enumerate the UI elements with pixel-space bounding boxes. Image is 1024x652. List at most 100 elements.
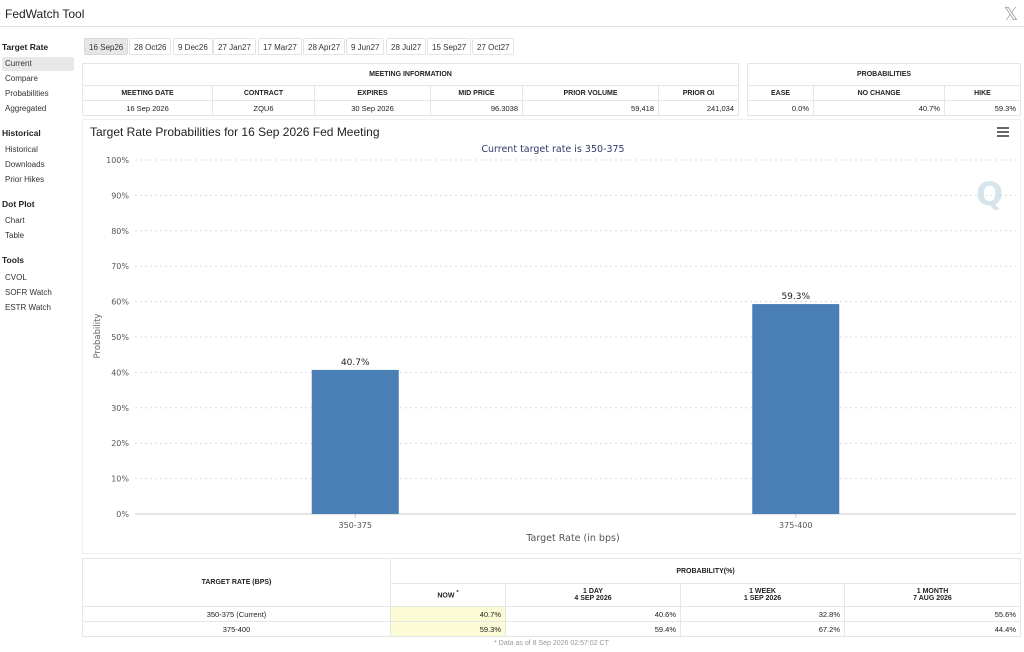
- meeting-tab[interactable]: 17 Mar27: [258, 38, 302, 55]
- column-header-now: NOW *: [390, 583, 506, 607]
- column-header-date: 1 SEP 2026: [743, 595, 782, 602]
- meeting-tab[interactable]: 16 Sep26: [84, 38, 129, 55]
- quikstrike-logo-icon: Q: [976, 175, 1004, 213]
- meeting-tab[interactable]: 27 Oct27: [472, 38, 515, 55]
- target-rate-header: TARGET RATE (BPS): [82, 558, 391, 607]
- hamburger-menu-icon[interactable]: [997, 127, 1009, 138]
- sidebar-item-probabilities[interactable]: Probabilities: [5, 89, 49, 98]
- probability-cell: 32.8%: [680, 606, 845, 622]
- column-header: HIKE: [944, 85, 1021, 101]
- probability-cell: 55.6%: [844, 606, 1021, 622]
- meeting-information-table: MEETING INFORMATION MEETING DATE CONTRAC…: [82, 63, 739, 116]
- target-rate-cell: 375-400: [82, 621, 391, 637]
- probability-cell: 59.4%: [505, 621, 681, 637]
- expires-cell: 30 Sep 2026: [314, 100, 431, 116]
- chart-title: Target Rate Probabilities for 16 Sep 202…: [90, 125, 380, 139]
- y-tick-label: 90%: [111, 191, 129, 200]
- column-header: CONTRACT: [212, 85, 315, 101]
- sidebar-item-current[interactable]: Current: [2, 57, 74, 71]
- y-tick-label: 70%: [111, 262, 129, 271]
- table-row: 350-375 (Current) 40.7% 40.6% 32.8% 55.6…: [82, 606, 1021, 622]
- column-header-date: 4 SEP 2026: [574, 595, 612, 602]
- sidebar-item-historical[interactable]: Historical: [5, 145, 38, 154]
- sidebar-item-table[interactable]: Table: [5, 231, 25, 240]
- y-axis-label: Probability: [93, 314, 103, 359]
- meeting-tab[interactable]: 9 Dec26: [173, 38, 213, 55]
- prior-volume-cell: 59,418: [522, 100, 659, 116]
- sidebar-item-cvol[interactable]: CVOL: [5, 273, 27, 282]
- x-tick-label: 375-400: [779, 521, 812, 530]
- probability-cell: 59.3%: [390, 621, 506, 637]
- probability-cell: 67.2%: [680, 621, 845, 637]
- sidebar-item-aggregated[interactable]: Aggregated: [5, 104, 47, 113]
- target-rate-cell: 350-375 (Current): [82, 606, 391, 622]
- meeting-tab[interactable]: 28 Jul27: [386, 38, 427, 55]
- hike-cell: 59.3%: [944, 100, 1021, 116]
- probability-history-table: TARGET RATE (BPS) PROBABILITY(%) NOW * 1…: [82, 558, 1021, 637]
- column-header: MID PRICE: [430, 85, 523, 101]
- probability-group-header: PROBABILITY(%): [390, 558, 1021, 584]
- sidebar-item-sofr-watch[interactable]: SOFR Watch: [5, 288, 52, 297]
- data-label: 40.7%: [341, 358, 370, 368]
- y-tick-label: 0%: [116, 510, 129, 519]
- meeting-tab[interactable]: 9 Jun27: [346, 38, 385, 55]
- x-logo-icon[interactable]: 𝕏: [1003, 4, 1019, 24]
- column-header-date: 7 AUG 2026: [913, 595, 952, 602]
- column-header-1-week: 1 WEEK 1 SEP 2026: [680, 583, 845, 607]
- sidebar-heading-target-rate: Target Rate: [2, 42, 49, 52]
- chart-container: Target Rate Probabilities for 16 Sep 202…: [82, 119, 1021, 554]
- y-tick-label: 100%: [106, 156, 129, 165]
- data-label: 59.3%: [781, 292, 810, 302]
- data-timestamp-footnote: * Data as of 8 Sep 2026 02:57:02 CT: [494, 640, 609, 647]
- column-header-label: 1 DAY: [583, 588, 603, 595]
- x-axis-label: Target Rate (in bps): [525, 533, 619, 544]
- meeting-information-heading: MEETING INFORMATION: [82, 63, 739, 86]
- probability-cell: 40.7%: [390, 606, 506, 622]
- y-tick-label: 40%: [111, 368, 129, 377]
- column-header: NO CHANGE: [813, 85, 945, 101]
- chart-svg: Current target rate is 350-375 Probabili…: [93, 144, 1016, 544]
- probability-cell: 44.4%: [844, 621, 1021, 637]
- column-header: PRIOR OI: [658, 85, 739, 101]
- column-header: EASE: [747, 85, 814, 101]
- meeting-tab[interactable]: 27 Jan27: [213, 38, 256, 55]
- y-tick-label: 50%: [111, 333, 129, 342]
- sidebar-item-prior-hikes[interactable]: Prior Hikes: [5, 175, 45, 184]
- sidebar-heading-tools: Tools: [2, 255, 25, 265]
- mid-price-cell: 96.3038: [430, 100, 523, 116]
- column-header: MEETING DATE: [82, 85, 213, 101]
- meeting-tab[interactable]: 15 Sep27: [427, 38, 472, 55]
- contract-cell: ZQU6: [212, 100, 315, 116]
- meeting-tab[interactable]: 28 Apr27: [303, 38, 346, 55]
- app-title: FedWatch Tool: [5, 7, 85, 21]
- ease-cell: 0.0%: [747, 100, 814, 116]
- probabilities-table: PROBABILITIES EASE NO CHANGE HIKE 0.0% 4…: [747, 63, 1021, 116]
- footnote-marker: *: [456, 590, 459, 597]
- bar: [752, 304, 840, 514]
- sidebar-item-estr-watch[interactable]: ESTR Watch: [5, 303, 51, 312]
- sidebar-heading-dot-plot: Dot Plot: [2, 199, 35, 209]
- column-header-label: 1 MONTH: [916, 588, 949, 595]
- x-tick-label: 350-375: [339, 521, 372, 530]
- title-bar: FedWatch Tool 𝕏: [0, 0, 1024, 27]
- sidebar-item-compare[interactable]: Compare: [5, 74, 38, 83]
- y-tick-label: 30%: [111, 404, 129, 413]
- bar: [311, 369, 399, 514]
- sidebar-heading-historical: Historical: [2, 128, 41, 138]
- probability-cell: 40.6%: [505, 606, 681, 622]
- column-header: EXPIRES: [314, 85, 431, 101]
- table-row: 0.0% 40.7% 59.3%: [747, 100, 1021, 116]
- y-tick-label: 10%: [111, 475, 129, 484]
- meeting-tab[interactable]: 28 Oct26: [129, 38, 172, 55]
- y-tick-label: 80%: [111, 227, 129, 236]
- chart-subtitle: Current target rate is 350-375: [481, 144, 624, 155]
- column-header-label: 1 WEEK: [749, 588, 776, 595]
- meeting-date-cell: 16 Sep 2026: [82, 100, 213, 116]
- prior-oi-cell: 241,034: [658, 100, 739, 116]
- column-header-label: NOW: [437, 592, 455, 600]
- column-header-1-month: 1 MONTH 7 AUG 2026: [844, 583, 1021, 607]
- y-tick-label: 60%: [111, 298, 129, 307]
- y-tick-label: 20%: [111, 439, 129, 448]
- sidebar-item-downloads[interactable]: Downloads: [5, 160, 45, 169]
- sidebar-item-chart[interactable]: Chart: [5, 216, 25, 225]
